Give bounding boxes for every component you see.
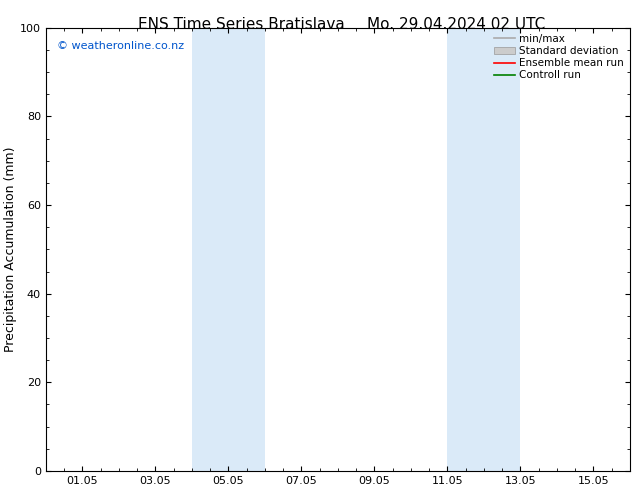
Bar	[192, 28, 265, 471]
Bar	[448, 28, 521, 471]
Text: © weatheronline.co.nz: © weatheronline.co.nz	[58, 41, 184, 51]
Text: Mo. 29.04.2024 02 UTC: Mo. 29.04.2024 02 UTC	[367, 17, 546, 32]
Y-axis label: Precipitation Accumulation (mm): Precipitation Accumulation (mm)	[4, 147, 17, 352]
Legend: min/max, Standard deviation, Ensemble mean run, Controll run: min/max, Standard deviation, Ensemble me…	[491, 31, 626, 83]
Text: ENS Time Series Bratislava: ENS Time Series Bratislava	[138, 17, 344, 32]
